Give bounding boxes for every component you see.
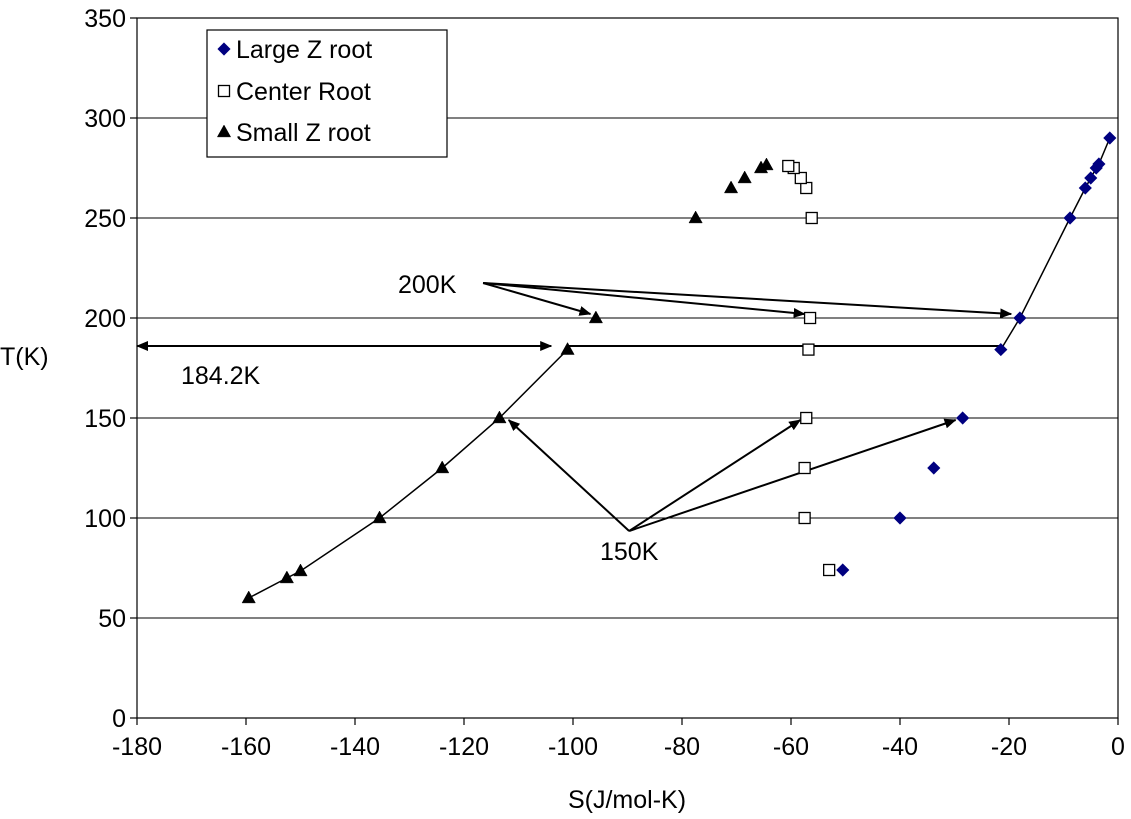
data-point-series-0: [1063, 211, 1077, 225]
x-tick-label: -180: [112, 733, 162, 761]
data-point-series-1: [798, 461, 811, 475]
data-point-series-0: [1092, 157, 1106, 171]
x-tick-label: -140: [330, 733, 380, 761]
data-point-series-2: [759, 157, 774, 171]
arrow-200k-center: [482, 282, 806, 318]
legend-label-center: Center Root: [236, 78, 371, 106]
annotation-150k: 150K: [600, 538, 659, 566]
x-tick-label: 0: [1111, 733, 1125, 761]
arrow-200k-small: [482, 282, 592, 316]
data-point-series-1: [800, 411, 813, 425]
data-point-series-0: [893, 511, 907, 525]
legend-box: [206, 29, 448, 158]
data-point-series-0: [836, 563, 850, 577]
data-point-series-2: [492, 410, 507, 424]
data-point-series-0: [927, 461, 941, 475]
legend: Large Z root Center Root Small Z root: [206, 29, 448, 158]
x-tick-label: -60: [773, 733, 809, 761]
arrow-150k-large: [628, 418, 957, 532]
annotation-arrows: [136, 282, 1013, 532]
legend-marker-large-z: [217, 42, 231, 56]
x-tick-label: -20: [991, 733, 1027, 761]
y-tick-label: 0: [112, 705, 126, 733]
data-point-series-0: [1103, 131, 1117, 145]
annotation-200k: 200K: [398, 271, 457, 299]
data-point-series-1: [802, 343, 815, 356]
data-point-series-2: [588, 310, 603, 324]
data-point-series-1: [803, 311, 817, 325]
data-points: [241, 131, 1117, 604]
arrow-150k-center: [628, 419, 802, 532]
data-point-series-1: [794, 171, 807, 185]
x-tick-label: -80: [664, 733, 700, 761]
y-tick-label: 350: [84, 5, 126, 33]
data-point-series-1: [823, 563, 836, 577]
fit-curves: [248, 137, 1111, 599]
y-tick-label: 50: [98, 605, 126, 633]
data-point-series-0: [1013, 311, 1027, 325]
data-point-series-2: [372, 510, 387, 524]
legend-marker-symbol: [216, 124, 232, 138]
data-point-series-1: [805, 211, 818, 225]
y-axis-title: T(K): [0, 343, 49, 371]
axis-ticks: 0 50 100 150 200 250 300 350 -180 -160 -140 -120 -10…: [84, 5, 1125, 761]
data-point-series-2: [241, 590, 256, 604]
x-tick-label: -100: [548, 733, 598, 761]
data-point-series-0: [1078, 181, 1092, 195]
legend-marker-center: [217, 84, 231, 98]
legend-label-small-z: Small Z root: [236, 119, 371, 147]
legend-marker-small-z: [216, 124, 232, 138]
plot-area-border: [136, 17, 1119, 719]
y-tick-label: 300: [84, 105, 126, 133]
data-point-series-2: [560, 342, 575, 355]
legend-marker-symbol: [217, 42, 231, 56]
legend-marker-symbol: [217, 84, 231, 98]
y-tick-label: 200: [84, 305, 126, 333]
data-point-series-0: [956, 411, 970, 425]
legend-label-large-z: Large Z root: [236, 36, 372, 64]
annotation-184-2k: 184.2K: [181, 362, 261, 390]
arrow-150k-small: [507, 419, 630, 532]
data-point-series-1: [782, 159, 795, 173]
data-point-series-2: [723, 180, 739, 194]
data-point-series-2: [293, 563, 308, 577]
data-point-series-1: [798, 511, 811, 525]
curve-small-z-root: [248, 349, 569, 599]
y-tick-label: 150: [84, 405, 126, 433]
x-tick-label: -160: [221, 733, 271, 761]
y-tick-label: 100: [84, 505, 126, 533]
y-tick-label: 250: [84, 205, 126, 233]
data-point-series-2: [435, 460, 450, 474]
data-point-series-2: [279, 570, 294, 584]
x-tick-label: -40: [882, 733, 918, 761]
data-point-series-2: [688, 210, 703, 224]
data-point-series-0: [994, 343, 1008, 357]
arrow-200k-large: [483, 282, 1013, 319]
data-point-series-2: [737, 170, 752, 184]
x-tick-label: -120: [439, 733, 489, 761]
x-axis-title: S(J/mol-K): [568, 786, 686, 814]
data-point-series-0: [1084, 171, 1098, 185]
